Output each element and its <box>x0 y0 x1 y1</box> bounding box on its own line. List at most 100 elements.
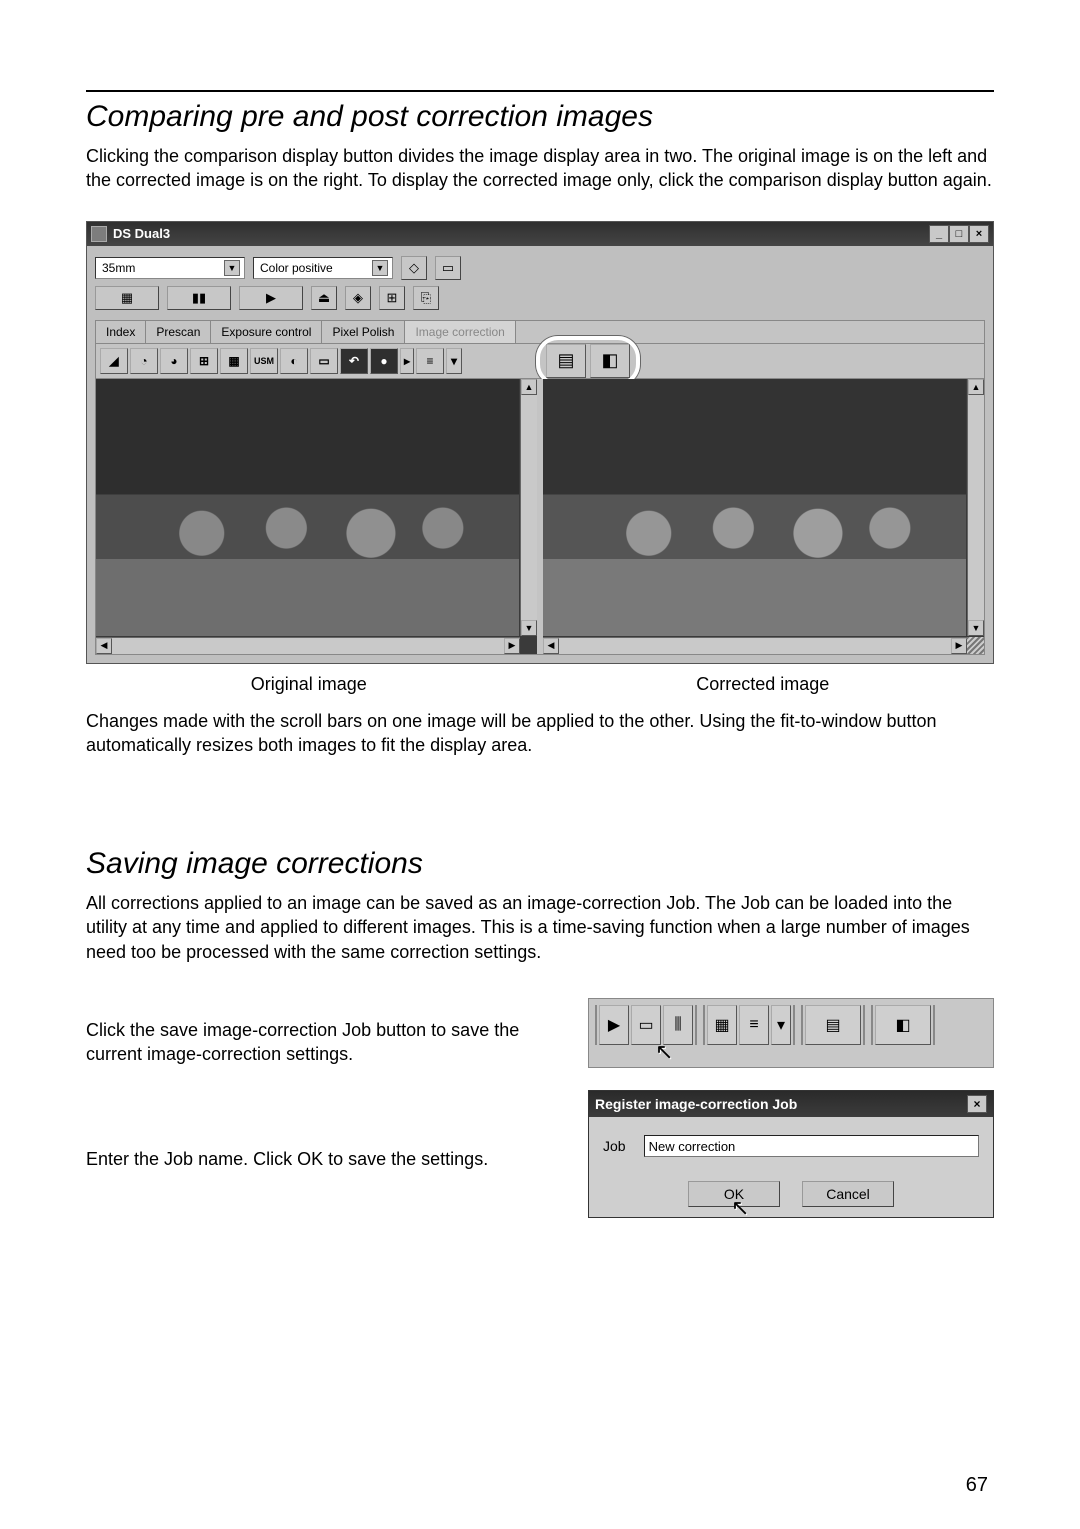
original-image <box>96 379 519 636</box>
ct-more[interactable]: ▸ <box>400 348 414 374</box>
mt-btn-4[interactable]: ▦ <box>707 1005 737 1045</box>
tab-exposure[interactable]: Exposure control <box>211 321 322 343</box>
thumb-button-1[interactable]: ▦ <box>95 286 159 310</box>
ok-button[interactable]: OK <box>688 1181 780 1207</box>
scroll-left-icon[interactable]: ◀ <box>96 638 112 654</box>
mt-btn-load[interactable]: ⫼ <box>663 1005 693 1045</box>
ct-btn-4[interactable]: ⊞ <box>190 348 218 374</box>
mt-btn-play[interactable]: ▶ <box>599 1005 629 1045</box>
ct-btn-7[interactable]: ◐ <box>280 348 308 374</box>
h-scrollbar-left[interactable]: ◀ ▶ <box>96 637 520 654</box>
h-scrollbar-right[interactable]: ◀ ▶ <box>543 637 967 654</box>
section1-para1: Clicking the comparison display button d… <box>86 144 994 193</box>
tool-button-7[interactable]: ⎘ <box>413 286 439 310</box>
ct-btn-2[interactable]: ◔ <box>130 348 158 374</box>
original-pane: ▲ ▼ ◀ ▶ <box>96 379 537 654</box>
lines-icon: ≡ <box>749 1016 758 1034</box>
scroll-down-icon[interactable]: ▼ <box>968 620 984 636</box>
play-icon: ▶ <box>608 1015 620 1035</box>
tool-button-6[interactable]: ⊞ <box>379 286 405 310</box>
grid2-icon: ⊞ <box>387 290 398 306</box>
ct-dropdown[interactable]: ▾ <box>446 348 462 374</box>
dialog-titlebar: Register image-correction Job × <box>589 1091 993 1117</box>
compare-single-button[interactable]: ◧ <box>590 344 630 378</box>
tab-prescan[interactable]: Prescan <box>146 321 211 343</box>
chevron-down-icon: ▼ <box>372 260 388 276</box>
close-button[interactable]: × <box>969 225 989 243</box>
section2-step1: Click the save image-correction Job butt… <box>86 1018 564 1067</box>
ct-btn-5[interactable]: ▦ <box>220 348 248 374</box>
section1-title: Comparing pre and post correction images <box>86 100 994 134</box>
cancel-button[interactable]: Cancel <box>802 1181 894 1207</box>
thumb-button-2[interactable]: ▮▮ <box>167 286 231 310</box>
resize-grip[interactable] <box>967 637 984 654</box>
mt-group-3: ▤ <box>801 1005 865 1045</box>
single-icon: ◧ <box>895 1015 910 1035</box>
v-scrollbar-left[interactable]: ▲ ▼ <box>520 379 537 636</box>
mt-btn-compare1: split[interactable]: ▤ <box>805 1005 861 1045</box>
ct-lines[interactable]: ≡ <box>416 348 444 374</box>
mt-group-4: ◧ <box>871 1005 935 1045</box>
scroll-left-icon[interactable]: ◀ <box>543 638 559 654</box>
mt-btn-5[interactable]: ≡ <box>739 1005 769 1045</box>
ct-btn-usm[interactable]: USM <box>250 348 278 374</box>
maximize-button[interactable]: □ <box>949 225 969 243</box>
copy-icon: ⎘ <box>421 290 431 306</box>
scroll-right-icon[interactable]: ▶ <box>951 638 967 654</box>
compare-split-button[interactable]: ▤ <box>546 344 586 378</box>
mt-btn-save-job[interactable]: ▭ <box>631 1005 661 1045</box>
save-job-icon: ▭ <box>638 1015 653 1035</box>
sparkle-icon: ◈ <box>353 290 363 306</box>
eject-icon: ⏏ <box>318 290 330 306</box>
scroll-down-icon[interactable]: ▼ <box>521 620 537 636</box>
rect2-icon: ▭ <box>318 354 329 368</box>
register-job-dialog: Register image-correction Job × Job New … <box>588 1090 994 1218</box>
dialog-title: Register image-correction Job <box>595 1096 797 1112</box>
diamond-icon: ◇ <box>409 260 419 276</box>
app-icon <box>91 226 107 242</box>
job-name-value: New correction <box>649 1139 736 1154</box>
ct-btn-1[interactable]: ◢ <box>100 348 128 374</box>
eject-button[interactable]: ⏏ <box>311 286 337 310</box>
job-name-input[interactable]: New correction <box>644 1135 979 1157</box>
dialog-close-button[interactable]: × <box>967 1095 987 1113</box>
app-title: DS Dual3 <box>113 226 170 241</box>
chevron-down-icon: ▼ <box>224 260 240 276</box>
ct-btn-3[interactable]: ◕ <box>160 348 188 374</box>
film-type-select[interactable]: Color positive ▼ <box>253 257 393 279</box>
chevron-down-icon: ▾ <box>777 1015 785 1035</box>
job-field-label: Job <box>603 1138 626 1154</box>
grid4-icon: ▦ <box>228 354 239 368</box>
circ1-icon: ◔ <box>140 354 147 368</box>
v-scrollbar-right[interactable]: ▲ ▼ <box>967 379 984 636</box>
tool-button-5[interactable]: ◈ <box>345 286 371 310</box>
mt-btn-compare2[interactable]: ◧ <box>875 1005 931 1045</box>
play-icon: ▶ <box>266 290 276 306</box>
top-tool-1[interactable]: ◇ <box>401 256 427 280</box>
app-window: DS Dual3 _ □ × 35mm ▼ Color positive <box>86 221 994 664</box>
scroll-up-icon[interactable]: ▲ <box>968 379 984 395</box>
thumb-button-3[interactable]: ▶ <box>239 286 303 310</box>
film-type-value: Color positive <box>260 261 333 275</box>
tab-index[interactable]: Index <box>96 321 146 343</box>
scroll-right-icon[interactable]: ▶ <box>504 638 520 654</box>
tab-pixel-polish[interactable]: Pixel Polish <box>322 321 405 343</box>
correction-toolbar: ◢ ◔ ◕ ⊞ ▦ USM ◐ ▭ ↶ ● ▸ ≡ ▾ ▤ ◧ <box>95 343 985 379</box>
mt-btn-6[interactable]: ▾ <box>771 1005 791 1045</box>
tab-image-correction[interactable]: Image correction <box>405 321 515 343</box>
bars-icon: ▮▮ <box>192 290 206 306</box>
top-tool-2[interactable]: ▭ <box>435 256 461 280</box>
ct-btn-9[interactable]: ↶ <box>340 348 368 374</box>
dot-icon: ● <box>380 354 387 368</box>
scroll-up-icon[interactable]: ▲ <box>521 379 537 395</box>
corrected-pane: ▲ ▼ ◀ ▶ <box>543 379 984 654</box>
section2-step2: Enter the Job name. Click OK to save the… <box>86 1147 564 1171</box>
app-window-figure: DS Dual3 _ □ × 35mm ▼ Color positive <box>86 221 994 695</box>
ct-btn-10[interactable]: ● <box>370 348 398 374</box>
circ2-icon: ◕ <box>170 354 177 368</box>
film-format-select[interactable]: 35mm ▼ <box>95 257 245 279</box>
single-icon: ◧ <box>601 350 618 371</box>
section2-para1: All corrections applied to an image can … <box>86 891 994 964</box>
ct-btn-8[interactable]: ▭ <box>310 348 338 374</box>
minimize-button[interactable]: _ <box>929 225 949 243</box>
